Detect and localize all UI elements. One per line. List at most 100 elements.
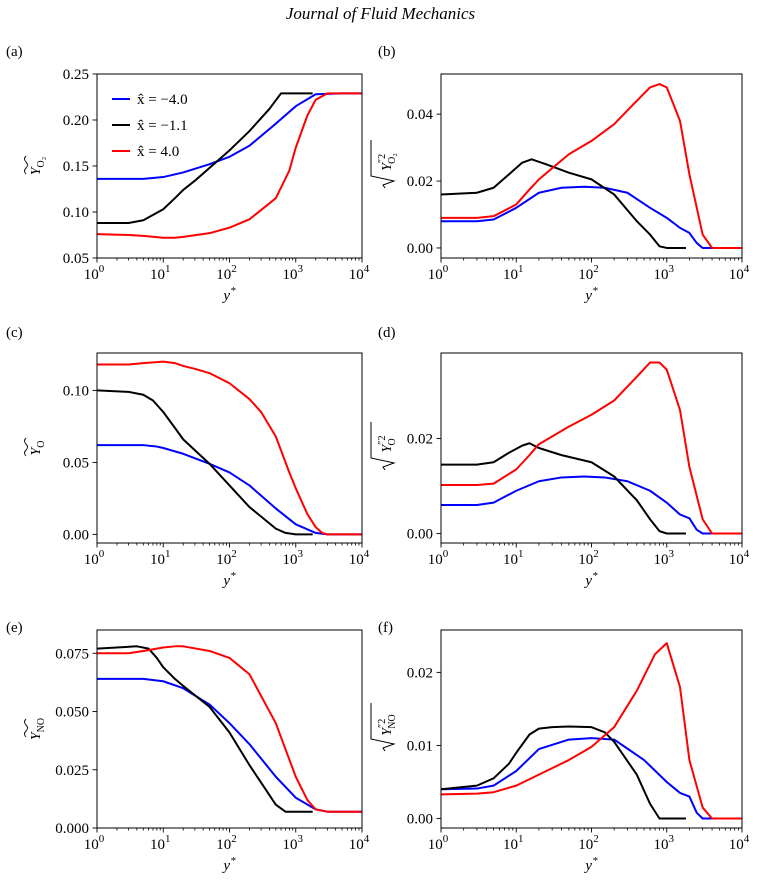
x-tick-label: 101 (503, 833, 524, 853)
y-axis-label: Y″2NO (370, 703, 398, 752)
series-line-2 (441, 642, 742, 820)
x-tick-label: 102 (578, 833, 599, 853)
x-tick-label: 104 (729, 548, 750, 568)
panel-f: 100 101 102 103 104 0.00 0.01 0.02 y* Y″2NO (f) (370, 620, 750, 874)
x-tick-label: 103 (283, 833, 304, 853)
panel-d: 100 101 102 103 104 0.00 0.02 y* Y″2O (d) (370, 325, 750, 589)
panel-label: (f) (378, 620, 393, 636)
x-tick-label: 102 (216, 263, 237, 283)
y-tick-label: 0.10 (63, 383, 89, 399)
x-tick-label: 101 (150, 263, 171, 283)
x-axis-label: y* (583, 855, 598, 874)
y-axis-label: YNO (24, 718, 47, 740)
legend: x̂ = −4.0 x̂ = −1.1 x̂ = 4.0 (112, 92, 188, 160)
x-tick-label: 103 (283, 263, 304, 283)
y-tick-label: 0.04 (407, 107, 434, 123)
panel-label: (e) (6, 620, 23, 636)
y-tick-label: 0.02 (407, 432, 433, 448)
svg-text:Y″2O: Y″2O (377, 436, 398, 453)
x-tick-label: 100 (428, 548, 449, 568)
x-axis-label: y* (583, 570, 598, 589)
journal-header: Journal of Fluid Mechanics (285, 4, 476, 23)
y-tick-label: 0.00 (407, 241, 433, 257)
axes-frame (440, 629, 743, 829)
y-axis-label: Y″2O (370, 422, 398, 471)
svg-text:Y″2NO: Y″2NO (377, 714, 398, 735)
x-tick-label: 102 (216, 548, 237, 568)
series-line-1 (97, 389, 313, 536)
series-line-2 (97, 360, 362, 536)
axes-frame (96, 352, 363, 544)
x-axis-label: y* (221, 285, 236, 304)
x-tick-label: 102 (578, 263, 599, 283)
y-tick-label: 0.01 (407, 738, 433, 754)
y-tick-label: 0.02 (407, 174, 433, 190)
y-tick-label: 0.050 (55, 705, 89, 721)
y-axis-label: YO₂ (24, 155, 47, 176)
svg-text:Y″2O₂: Y″2O₂ (377, 153, 398, 171)
panel-c: 100 101 102 103 104 0.00 0.05 0.10 y* YO (c) (6, 325, 370, 589)
x-tick-label: 100 (84, 263, 105, 283)
series-line-2 (97, 645, 362, 813)
y-tick-label: 0.000 (55, 821, 89, 837)
y-tick-label: 0.075 (55, 646, 89, 662)
x-tick-label: 104 (729, 833, 750, 853)
x-tick-label: 100 (428, 263, 449, 283)
series-line-1 (441, 725, 686, 820)
x-tick-label: 102 (578, 548, 599, 568)
y-axis-label: YO (24, 437, 47, 457)
series-line-0 (97, 677, 362, 813)
x-axis-label: y* (221, 570, 236, 589)
series-line-0 (97, 444, 362, 536)
series-line-2 (97, 92, 362, 239)
series-line-2 (441, 83, 742, 249)
axes-frame (96, 629, 363, 829)
axes-frame (440, 352, 743, 544)
panel-label: (a) (6, 44, 23, 60)
y-tick-label: 0.02 (407, 665, 433, 681)
panel-b: 100 101 102 103 104 0.00 0.02 0.04 y* Y″2O₂ (b) (370, 44, 750, 304)
legend-entry: x̂ = −1.1 (137, 118, 188, 134)
x-tick-label: 101 (150, 548, 171, 568)
panel-label: (b) (378, 44, 396, 60)
x-tick-label: 104 (349, 263, 370, 283)
series-line-0 (97, 92, 362, 180)
y-tick-label: 0.15 (63, 159, 89, 175)
series-line-1 (97, 92, 313, 225)
series-line-0 (441, 185, 742, 249)
series-line-1 (441, 442, 686, 535)
y-tick-label: 0.025 (55, 763, 89, 779)
x-tick-label: 100 (428, 833, 449, 853)
series-line-0 (441, 737, 742, 820)
y-axis-label: Y″2O₂ (370, 140, 398, 189)
series-line-1 (441, 158, 686, 249)
series-line-1 (97, 645, 313, 813)
x-tick-label: 102 (216, 833, 237, 853)
y-tick-label: 0.05 (63, 251, 89, 267)
x-tick-label: 103 (654, 833, 675, 853)
legend-entry: x̂ = 4.0 (137, 144, 179, 160)
x-axis-label: y* (221, 855, 236, 874)
x-tick-label: 100 (84, 833, 105, 853)
x-tick-label: 101 (503, 263, 524, 283)
x-axis-label: y* (583, 285, 598, 304)
x-tick-label: 104 (349, 548, 370, 568)
legend-entry: x̂ = −4.0 (137, 92, 188, 108)
panel-label: (c) (6, 325, 23, 341)
series-line-2 (441, 361, 742, 535)
y-tick-label: 0.00 (407, 812, 433, 828)
x-tick-label: 103 (654, 263, 675, 283)
axes-frame (440, 73, 743, 259)
x-tick-label: 103 (654, 548, 675, 568)
y-tick-label: 0.00 (63, 527, 89, 543)
x-tick-label: 101 (150, 833, 171, 853)
y-tick-label: 0.20 (63, 113, 89, 129)
y-tick-label: 0.25 (63, 67, 89, 83)
x-tick-label: 104 (349, 833, 370, 853)
svg-text:YO₂: YO₂ (29, 157, 47, 176)
y-tick-label: 0.05 (63, 455, 89, 471)
x-tick-label: 100 (84, 548, 105, 568)
y-tick-label: 0.00 (407, 527, 433, 543)
svg-text:YNO: YNO (29, 718, 47, 740)
panel-a: 100 101 102 103 104 0.05 0.10 0.15 0.20 0.25 y* YO₂… (6, 44, 370, 304)
